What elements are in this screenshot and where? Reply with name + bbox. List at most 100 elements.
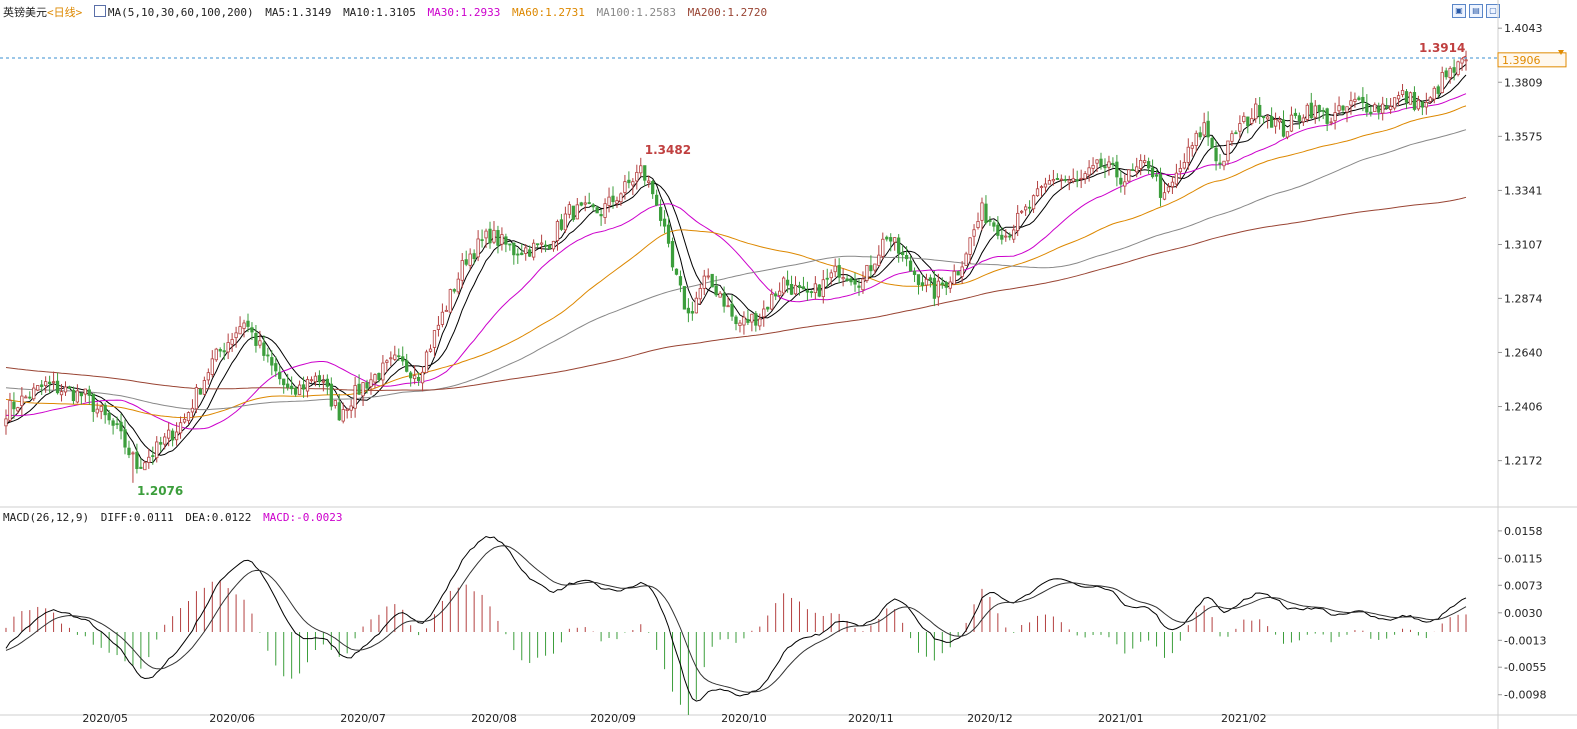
- ma30-value: MA30:1.2933: [427, 6, 501, 19]
- candle: [952, 264, 956, 285]
- candle: [190, 399, 195, 419]
- candle: [912, 267, 917, 283]
- candle: [928, 274, 933, 288]
- period-label[interactable]: <日线>: [47, 6, 83, 19]
- candle: [1258, 97, 1262, 125]
- candle: [24, 394, 28, 399]
- candle: [174, 422, 179, 446]
- candle: [1254, 98, 1258, 123]
- candle: [16, 406, 20, 414]
- candle: [1333, 102, 1337, 130]
- expand-icon[interactable]: ▢: [1486, 4, 1500, 18]
- candle: [825, 268, 829, 288]
- candle: [1107, 155, 1111, 176]
- candle: [678, 270, 683, 293]
- candle: [520, 243, 524, 256]
- candle: [516, 248, 520, 264]
- candle: [1464, 50, 1468, 71]
- date-axis-label: 2020/11: [848, 712, 894, 725]
- candle: [309, 376, 314, 383]
- candle: [170, 428, 175, 447]
- macd-axis-label: -0.0013: [1504, 634, 1546, 647]
- candle: [87, 385, 91, 405]
- candle: [1349, 91, 1353, 115]
- date-axis-label: 2020/08: [471, 712, 517, 725]
- candle: [932, 270, 937, 307]
- candle: [1392, 97, 1397, 111]
- candle: [401, 346, 405, 366]
- candle: [369, 372, 373, 395]
- candle: [1012, 224, 1016, 243]
- macd-axis-label: -0.0098: [1504, 689, 1546, 702]
- price-axis-label: 1.3809: [1504, 76, 1543, 89]
- ma-indicator-icon[interactable]: [93, 5, 106, 17]
- candle: [1055, 173, 1059, 181]
- candle: [286, 373, 290, 391]
- candle: [1202, 112, 1206, 138]
- candle: [1266, 114, 1270, 129]
- candle: [1067, 175, 1071, 191]
- candle: [59, 384, 64, 402]
- candle: [817, 284, 821, 298]
- date-axis-label: 2020/06: [209, 712, 255, 725]
- current-price-tag: [1497, 52, 1567, 68]
- candle: [746, 309, 750, 326]
- candle: [587, 192, 591, 205]
- candle: [1230, 130, 1234, 146]
- candle: [742, 311, 746, 335]
- candle: [702, 269, 706, 296]
- candle: [119, 413, 123, 440]
- candle: [936, 273, 940, 306]
- candle: [44, 376, 48, 393]
- candle: [1158, 167, 1163, 207]
- candle: [8, 392, 12, 422]
- candle: [1143, 154, 1147, 166]
- candle: [1357, 95, 1361, 101]
- candle: [262, 335, 266, 361]
- candle: [123, 419, 127, 455]
- candle: [1269, 107, 1274, 128]
- candle: [1412, 86, 1417, 112]
- candle: [178, 416, 183, 439]
- candle: [885, 235, 889, 242]
- candle: [627, 171, 631, 189]
- candle: [785, 270, 790, 293]
- candle: [1047, 174, 1052, 185]
- candle: [381, 355, 385, 387]
- candle: [781, 276, 786, 296]
- candle: [1369, 105, 1373, 117]
- candle: [345, 407, 349, 419]
- diff-line: [5, 535, 1467, 702]
- candle: [655, 189, 659, 207]
- candle: [643, 165, 647, 187]
- candle: [1146, 157, 1151, 175]
- candle: [1119, 170, 1123, 193]
- candle: [1432, 86, 1436, 104]
- zoom-in-icon[interactable]: ▣: [1452, 4, 1466, 18]
- candle: [1170, 176, 1175, 195]
- candle: [500, 227, 504, 251]
- candle: [28, 391, 32, 400]
- chart-type-icon[interactable]: ▤: [1469, 4, 1483, 18]
- candle: [393, 345, 397, 362]
- candle: [797, 281, 802, 296]
- candle: [988, 216, 992, 226]
- candle: [1389, 97, 1393, 115]
- candle: [623, 174, 627, 200]
- candle: [452, 288, 456, 294]
- candle: [444, 305, 449, 312]
- candle: [1440, 66, 1444, 94]
- candle: [809, 290, 814, 298]
- candle: [1178, 160, 1182, 179]
- candle: [202, 376, 206, 396]
- candle: [270, 350, 274, 376]
- candle: [504, 233, 508, 253]
- candle: [1162, 182, 1167, 201]
- candle: [813, 276, 817, 300]
- candle: [801, 276, 806, 290]
- candle: [159, 436, 163, 453]
- candle: [151, 446, 155, 465]
- candle: [424, 349, 429, 374]
